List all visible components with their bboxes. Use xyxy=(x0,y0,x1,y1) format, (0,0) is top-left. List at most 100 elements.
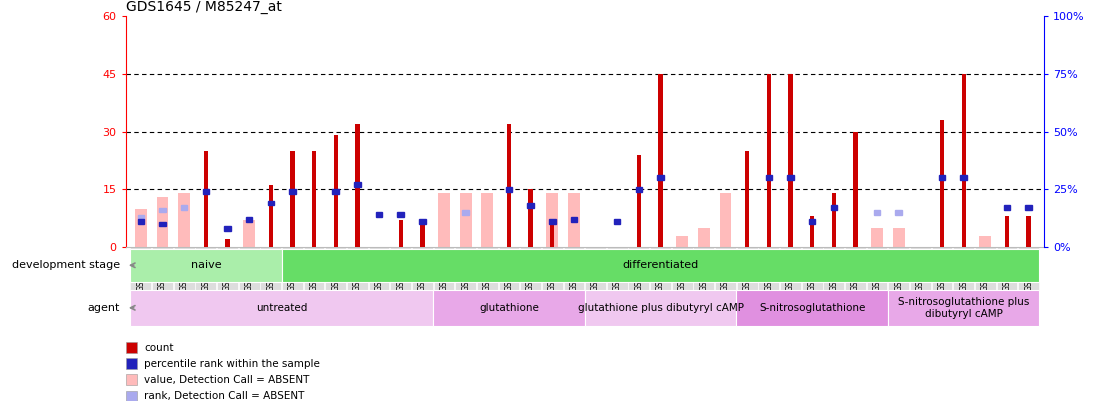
Bar xyxy=(438,193,450,247)
Bar xyxy=(737,290,888,326)
Bar xyxy=(893,228,905,247)
Bar xyxy=(498,247,519,303)
Bar xyxy=(650,247,671,303)
Bar xyxy=(203,151,208,247)
Bar xyxy=(354,182,361,187)
Text: rank, Detection Call = ABSENT: rank, Detection Call = ABSENT xyxy=(144,391,305,401)
Bar xyxy=(607,247,627,303)
Bar xyxy=(312,151,316,247)
Bar xyxy=(780,247,801,303)
Text: S-nitrosoglutathione: S-nitrosoglutathione xyxy=(759,303,866,313)
Bar xyxy=(628,247,649,303)
Bar xyxy=(585,290,737,326)
Bar xyxy=(138,220,144,224)
Bar xyxy=(759,247,779,303)
Bar xyxy=(419,220,425,224)
Bar xyxy=(202,190,209,194)
Bar xyxy=(1026,216,1031,247)
Text: glutathione: glutathione xyxy=(479,303,539,313)
Bar xyxy=(268,201,274,205)
Bar xyxy=(823,247,844,303)
Bar xyxy=(282,249,1039,282)
Bar xyxy=(810,216,814,247)
Bar xyxy=(326,247,346,303)
Bar xyxy=(156,197,168,247)
Bar xyxy=(1004,216,1009,247)
Bar xyxy=(477,247,497,303)
Bar xyxy=(568,193,580,247)
Bar xyxy=(962,74,966,247)
Bar xyxy=(291,151,295,247)
Bar xyxy=(787,175,794,180)
Bar xyxy=(346,247,367,303)
Bar xyxy=(420,220,424,247)
Bar xyxy=(698,228,709,247)
Bar xyxy=(507,124,512,247)
Text: count: count xyxy=(144,343,174,353)
Text: untreated: untreated xyxy=(256,303,307,313)
Bar xyxy=(979,236,991,247)
Bar xyxy=(398,212,404,217)
Bar xyxy=(931,247,952,303)
Bar xyxy=(672,247,693,303)
Bar xyxy=(178,193,190,247)
Bar xyxy=(130,249,282,282)
Bar xyxy=(218,247,238,303)
Bar xyxy=(719,193,731,247)
Bar xyxy=(160,208,166,212)
Bar xyxy=(368,247,389,303)
Text: development stage: development stage xyxy=(12,260,120,270)
Bar xyxy=(809,220,815,224)
Bar xyxy=(152,247,173,303)
Bar xyxy=(953,247,974,303)
Bar xyxy=(765,175,772,180)
Bar xyxy=(1025,205,1032,210)
Bar xyxy=(130,247,151,303)
Bar xyxy=(715,247,736,303)
Bar xyxy=(434,247,455,303)
Bar xyxy=(282,247,303,303)
Bar xyxy=(460,193,471,247)
Bar xyxy=(1019,247,1039,303)
Bar xyxy=(224,226,231,231)
Bar xyxy=(737,247,757,303)
Bar xyxy=(456,247,477,303)
Bar xyxy=(528,189,532,247)
Bar xyxy=(528,203,533,208)
Bar xyxy=(636,187,642,192)
Bar xyxy=(802,247,823,303)
Bar xyxy=(614,220,621,224)
Text: S-nitrosoglutathione plus
dibutyryl cAMP: S-nitrosoglutathione plus dibutyryl cAMP xyxy=(898,297,1030,319)
Bar xyxy=(546,193,559,247)
Bar xyxy=(126,358,138,369)
Bar xyxy=(975,247,996,303)
Bar xyxy=(550,220,554,247)
Bar xyxy=(174,247,195,303)
Text: glutathione plus dibutyryl cAMP: glutathione plus dibutyryl cAMP xyxy=(577,303,743,313)
Bar xyxy=(138,215,144,220)
Bar xyxy=(873,210,880,215)
Bar xyxy=(181,205,187,210)
Bar xyxy=(854,132,858,247)
Bar xyxy=(961,175,967,180)
Bar xyxy=(332,190,339,194)
Bar xyxy=(571,217,577,222)
Bar xyxy=(871,228,883,247)
Bar xyxy=(134,209,146,247)
Bar xyxy=(766,74,771,247)
Bar xyxy=(126,342,138,353)
Text: value, Detection Call = ABSENT: value, Detection Call = ABSENT xyxy=(144,375,309,385)
Bar xyxy=(260,247,281,303)
Bar xyxy=(832,193,836,247)
Bar xyxy=(745,151,750,247)
Bar xyxy=(845,247,866,303)
Bar xyxy=(126,390,138,402)
Text: naive: naive xyxy=(190,260,221,270)
Bar xyxy=(542,247,563,303)
Bar xyxy=(225,239,230,247)
Bar xyxy=(243,220,255,247)
Text: percentile rank within the sample: percentile rank within the sample xyxy=(144,359,320,369)
Bar xyxy=(390,247,411,303)
Bar xyxy=(939,175,945,180)
Bar xyxy=(585,247,606,303)
